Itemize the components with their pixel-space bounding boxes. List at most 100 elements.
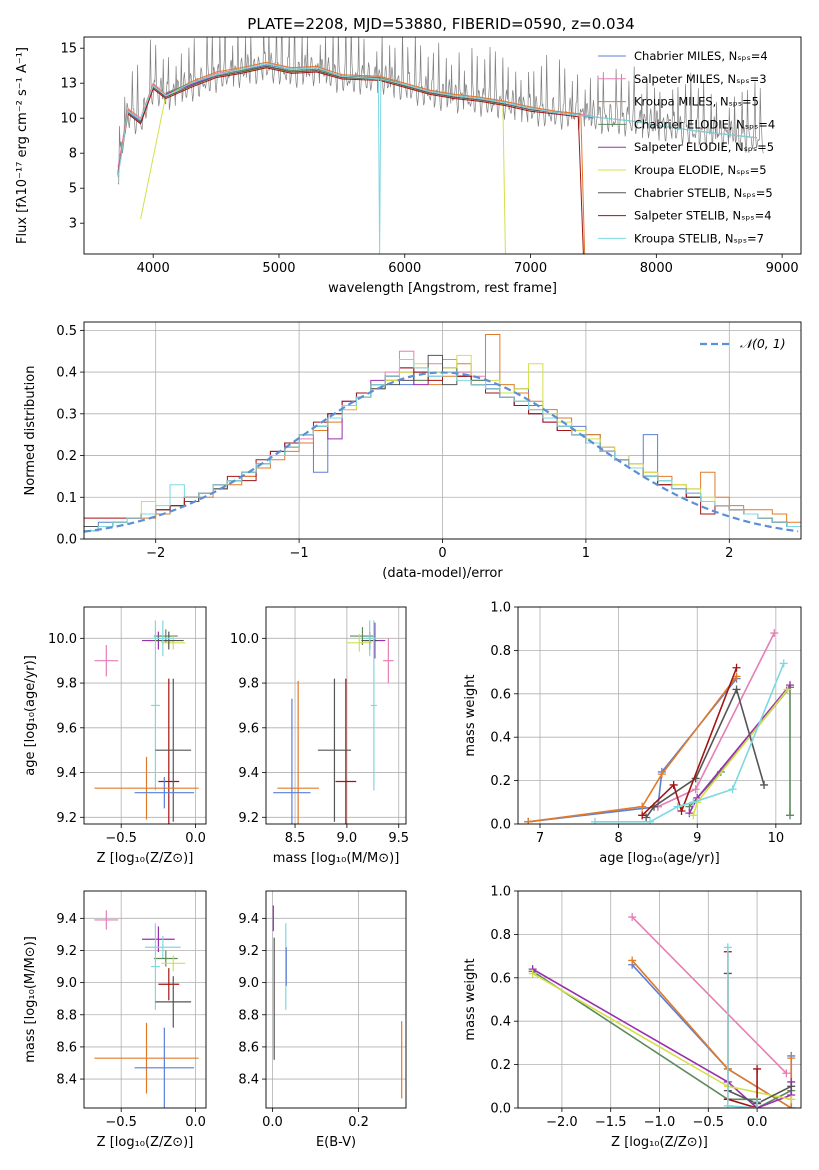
plus-marker (783, 685, 792, 694)
plus-marker (787, 1054, 796, 1063)
x-tick-label: 9 (693, 831, 701, 846)
plus-marker (673, 802, 682, 811)
plus-marker (677, 806, 686, 815)
x-tick-label: 8.5 (285, 831, 306, 846)
axes-residuals: −2 −1 0 1 2 0.0 0.1 0.2 0.3 0.4 0.5 (data-model)/er… (23, 321, 802, 581)
errorbar-point (94, 645, 119, 677)
x-tick-label: −1.0 (644, 1115, 676, 1130)
y-tick-label: 0.4 (56, 366, 77, 381)
y-tick-label: 0.2 (490, 774, 511, 789)
axes-age-vs-mass: 8.5 9.0 9.5 9.2 9.4 9.6 9.8 10.0 mass [log₁₀(M/M… (230, 606, 409, 866)
x-axis-label: Z [log₁₀(Z/Z⊙)] (97, 851, 194, 866)
x-tick-label: −2.0 (546, 1115, 578, 1130)
y-tick-label: 8 (69, 147, 77, 162)
errorbar-point (158, 678, 180, 824)
errorbar-point (153, 631, 184, 650)
model-spectrum-line (117, 61, 586, 254)
plus-marker (723, 943, 732, 952)
x-tick-label: 0.0 (262, 1115, 283, 1130)
y-tick-label: 0.6 (490, 687, 511, 702)
y-tick-label: 8.4 (56, 1073, 77, 1088)
y-tick-label: 9.0 (56, 976, 77, 991)
errorbar-point (94, 756, 199, 820)
axes-mass-weight-vs-age: 7 8 9 10 0.0 0.2 0.4 0.6 0.8 1.0 age [log₁₀(age/yr… (463, 601, 802, 866)
mass-weight-line (641, 667, 738, 816)
x-tick-label: −2 (146, 546, 165, 561)
errorbar-point (155, 976, 192, 1028)
y-tick-label: 0.8 (490, 928, 511, 943)
plus-marker (753, 1064, 762, 1073)
y-tick-label: 9.8 (56, 677, 77, 692)
y-tick-label: 8.4 (238, 1073, 259, 1088)
x-tick-label: 0.0 (185, 1115, 206, 1130)
x-tick-label: 0.0 (747, 1115, 768, 1130)
y-tick-label: 8.6 (56, 1040, 77, 1055)
x-axis-label: wavelength [Angstrom, rest frame] (328, 281, 557, 296)
y-axis-label: age [log₁₀(age/yr)] (23, 655, 38, 776)
spectrum-plot-area (117, 37, 764, 254)
legend-label: Chabrier ELODIE, Nₛₚₛ=4 (634, 117, 775, 131)
x-tick-label: 8 (614, 831, 622, 846)
errorbar-point (277, 680, 319, 824)
plus-marker (787, 1082, 796, 1091)
y-axis-label: mass weight (463, 958, 478, 1040)
x-axis-label: (data-model)/error (382, 566, 503, 581)
axes-frame (265, 606, 407, 825)
y-axis-label: mass [log₁₀(M/M⊙)] (23, 936, 38, 1063)
legend-label: Salpeter MILES, Nₛₚₛ=3 (634, 72, 767, 86)
y-tick-label: 13 (60, 77, 77, 92)
axes-mass-vs-EBV: 0.0 0.2 8.4 8.6 8.8 9.0 9.2 9.4 E(B-V) (238, 890, 407, 1150)
plus-marker (782, 1069, 791, 1078)
x-tick-label: 1 (582, 546, 590, 561)
plus-marker (628, 956, 637, 965)
x-axis-label: age [log₁₀(age/yr)] (599, 851, 720, 866)
y-tick-label: 0.4 (490, 1015, 511, 1030)
x-tick-label: 10 (768, 831, 785, 846)
axes-frame (517, 890, 802, 1109)
errorbar-point (273, 698, 311, 824)
plus-marker (785, 811, 794, 820)
x-tick-label: 0 (438, 546, 446, 561)
x-tick-label: 6000 (388, 261, 421, 276)
y-tick-label: 10 (60, 112, 77, 127)
x-tick-label: 0.0 (185, 831, 206, 846)
errorbar-point (317, 678, 352, 822)
plus-marker (689, 798, 698, 807)
model-spectrum-line (117, 67, 584, 254)
axes-frame (517, 606, 802, 825)
axes-frame (83, 321, 802, 540)
plus-marker (728, 785, 737, 794)
y-tick-label: 10.0 (48, 632, 77, 647)
x-tick-label: −0.5 (693, 1115, 725, 1130)
y-tick-label: 9.4 (238, 766, 259, 781)
plus-marker (691, 785, 700, 794)
x-tick-label: 9.5 (388, 831, 409, 846)
errorbar-point (161, 955, 186, 972)
y-tick-label: 9.2 (56, 811, 77, 826)
y-axis-label: Normed distribution (23, 366, 38, 496)
x-tick-label: −0.5 (105, 831, 137, 846)
y-tick-label: 0.6 (490, 971, 511, 986)
y-tick-label: 5 (69, 182, 77, 197)
observed-spectrum-line (117, 37, 764, 185)
x-tick-label: 2 (725, 546, 733, 561)
errorbar-point (142, 926, 175, 953)
y-tick-label: 0.5 (56, 324, 77, 339)
y-tick-label: 0.2 (56, 449, 77, 464)
x-tick-label: 8000 (640, 261, 673, 276)
legend-label: Kroupa STELIB, Nₛₚₛ=7 (634, 231, 764, 245)
plus-marker (787, 1104, 796, 1108)
errorbar-point (335, 678, 357, 824)
legend-label: Chabrier MILES, Nₛₚₛ=4 (634, 49, 768, 63)
x-axis-label: Z [log₁₀(Z/Z⊙)] (611, 1135, 708, 1150)
errorbar-point (94, 1022, 199, 1094)
axes-mass-weight-vs-Z: −2.0 −1.5 −1.0 −0.5 0.0 0.0 0.2 0.4 0.6 0.8 1.0 Z [… (463, 885, 802, 1150)
y-tick-label: 9.4 (56, 912, 77, 927)
y-tick-label: 9.2 (56, 944, 77, 959)
y-tick-label: 1.0 (490, 601, 511, 616)
errorbar-point (145, 936, 181, 959)
y-tick-label: 9.4 (238, 912, 259, 927)
plus-marker (646, 817, 655, 824)
y-tick-label: 0.1 (56, 491, 77, 506)
plus-marker (732, 663, 741, 672)
